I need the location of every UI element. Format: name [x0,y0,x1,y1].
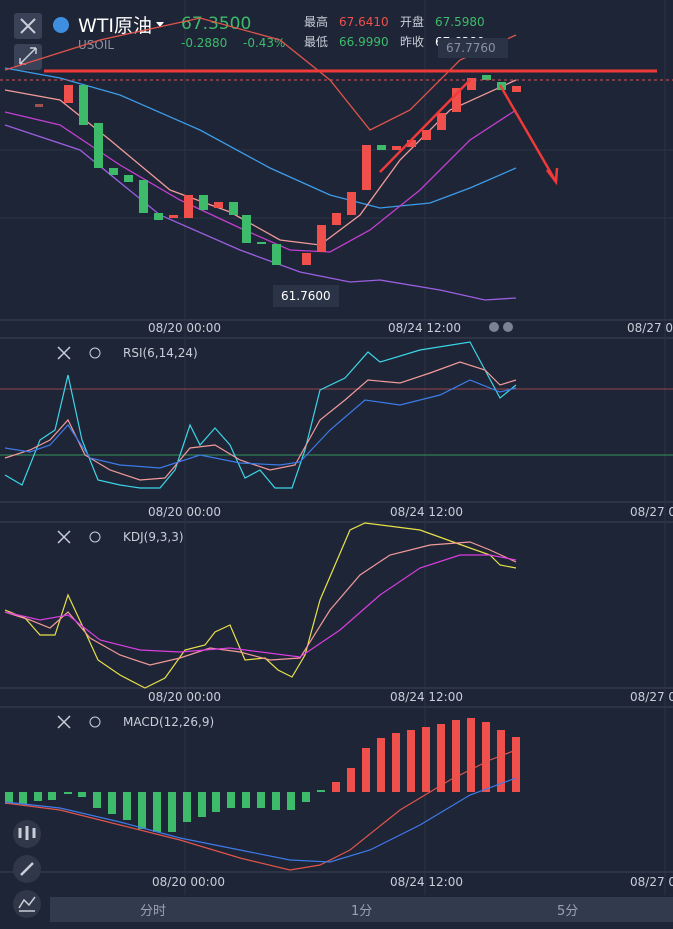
dropdown-arrow[interactable] [156,22,164,27]
change: -0.2880 [181,36,227,50]
x-label: 08/24 12:00 [390,875,463,889]
panel-title: RSI(6,14,24) [123,346,198,360]
x-label: 08/20 00:00 [148,321,221,335]
symbol[interactable]: WTI原油 [78,15,152,37]
symbol-icon [53,17,69,33]
macd-lines [4,749,517,871]
x-label: 08/27 0 [630,505,673,519]
change-pct: -0.43% [243,36,285,50]
close-panel[interactable] [57,530,71,544]
close-panel[interactable] [57,346,71,360]
x-label: 08/20 00:00 [148,505,221,519]
settings-icon[interactable] [89,347,101,359]
label-box [438,38,508,58]
close-icon [20,18,36,34]
x-label: 08/27 0 [627,321,673,335]
x-label: 08/24 12:00 [390,505,463,519]
tab-bar [50,897,673,922]
settings-icon[interactable] [89,531,101,543]
panel-title: KDJ(9,3,3) [123,530,184,544]
rsi-lines [4,341,517,489]
x-label: 08/20 00:00 [148,690,221,704]
low-label: 61.7600 [281,289,331,303]
stat-label: 最低 [304,35,328,49]
x-label: 08/20 00:00 [152,875,225,889]
high-label: 67.7760 [446,41,496,55]
moving-averages [4,17,517,301]
side-tools [13,820,41,918]
drawn-arrow [379,79,559,186]
candles [35,75,521,265]
kdj-lines [4,522,517,689]
separators [0,0,673,895]
stat-value: 67.6410 [339,15,389,29]
x-label: 08/24 12:00 [388,321,461,335]
x-label: 08/27 0 [630,690,673,704]
stat-label: 最高 [304,14,328,29]
x-label: 08/27 0 [630,875,673,889]
tab[interactable]: 5分 [557,904,578,919]
settings-icon[interactable] [89,716,101,728]
stat-value: 66.9990 [339,35,389,49]
dot[interactable] [503,322,513,332]
code: USOIL [78,38,114,52]
price: 67.3500 [181,14,251,34]
stat-label: 昨收 [400,35,424,49]
tab[interactable]: 1分 [351,904,372,919]
x-label: 08/24 12:00 [390,690,463,704]
label-box [273,285,339,307]
dot[interactable] [489,322,499,332]
stat-value: 67.5980 [435,15,485,29]
close-panel[interactable] [57,715,71,729]
macd-bars [5,718,520,832]
tab[interactable]: 分时 [140,904,166,919]
panel-title: MACD(12,26,9) [123,715,214,729]
stat-label: 开盘 [400,14,424,29]
